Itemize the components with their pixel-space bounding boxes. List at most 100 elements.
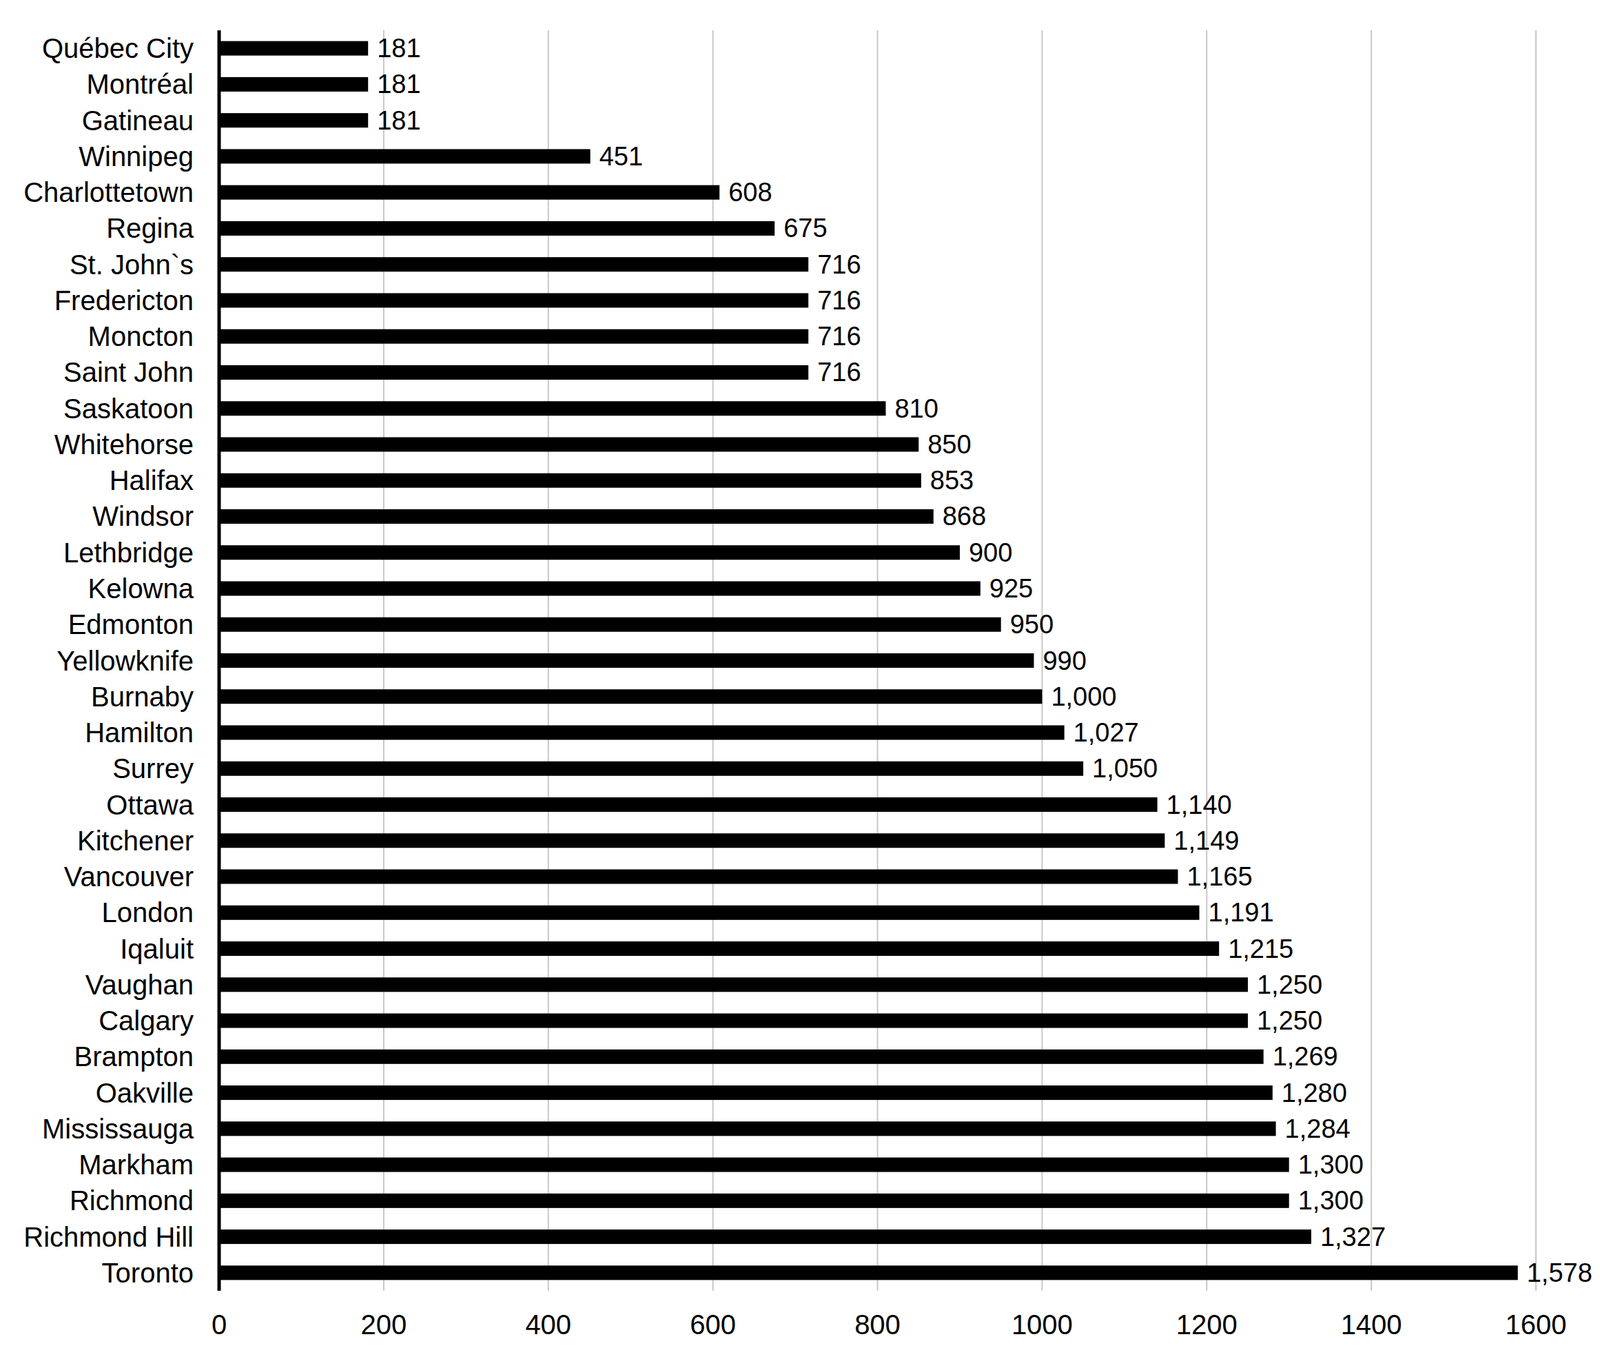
data-label: 716 — [817, 285, 861, 315]
category-label: Lethbridge — [63, 537, 194, 568]
data-label: 1,000 — [1050, 682, 1117, 712]
tick-label: 1000 — [1011, 1309, 1073, 1340]
category-label: Hamilton — [84, 717, 194, 748]
category-label: Montréal — [86, 68, 194, 100]
bar — [219, 941, 1219, 956]
tick-label: 0 — [211, 1309, 227, 1340]
category-label: Kitchener — [77, 825, 194, 856]
category-label: Yellowknife — [56, 645, 194, 676]
category-label: Ottawa — [106, 789, 194, 820]
data-label: 853 — [930, 465, 974, 495]
grid-line — [1205, 30, 1208, 1291]
bar — [219, 113, 368, 128]
bars — [219, 41, 1519, 1281]
data-label: 716 — [817, 250, 861, 280]
bar — [219, 1121, 1277, 1136]
bar — [219, 580, 981, 596]
category-label: Windsor — [92, 500, 194, 532]
category-label: Regina — [106, 212, 195, 244]
grid-line — [1535, 30, 1537, 1291]
data-label: 451 — [599, 141, 643, 171]
bar — [219, 509, 934, 524]
bar — [219, 869, 1178, 885]
data-label: 1,215 — [1227, 934, 1294, 964]
tick-label: 1600 — [1505, 1309, 1567, 1340]
bar — [219, 436, 919, 452]
bar — [219, 221, 775, 236]
tick-label: 800 — [854, 1309, 901, 1340]
category-label: Iqaluit — [119, 933, 194, 964]
category-label: Oakville — [95, 1077, 194, 1109]
data-label: 675 — [783, 213, 827, 243]
bar — [219, 1229, 1312, 1244]
bar — [219, 1085, 1273, 1100]
bar — [219, 365, 809, 380]
bar — [219, 761, 1084, 776]
category-label: Charlottetown — [23, 177, 194, 208]
data-label: 1,578 — [1526, 1258, 1593, 1288]
bar — [219, 653, 1034, 668]
data-label: 1,327 — [1320, 1222, 1386, 1252]
category-label: Fredericton — [54, 285, 194, 316]
data-label: 1,269 — [1272, 1041, 1339, 1071]
category-label: Saint John — [63, 356, 194, 388]
data-label: 925 — [989, 573, 1033, 603]
bar — [219, 545, 960, 560]
data-label: 850 — [927, 429, 971, 459]
chart: 0 200 400 600 800 1000 1200 1400 1600 Québec City… — [0, 0, 1600, 1359]
category-label: Kelowna — [88, 573, 195, 604]
bar — [219, 1013, 1248, 1029]
category-label: Vancouver — [64, 861, 194, 892]
category-label: Calgary — [98, 1005, 194, 1036]
bar — [219, 257, 809, 272]
bar — [219, 833, 1165, 848]
category-label: Winnipeg — [78, 141, 194, 172]
category-label: Saskatoon — [63, 393, 194, 424]
bar — [219, 689, 1042, 704]
bar — [219, 185, 720, 200]
bar — [219, 617, 1002, 632]
data-label: 1,250 — [1256, 970, 1323, 1000]
category-label: Québec City — [42, 33, 194, 64]
category-label: Moncton — [88, 321, 194, 352]
category-label: Richmond — [69, 1185, 194, 1216]
bar — [219, 1193, 1290, 1208]
category-label: Surrey — [112, 753, 194, 784]
category-label: Markham — [78, 1149, 194, 1180]
category-label: Vaughan — [85, 969, 194, 1000]
data-label: 1,050 — [1092, 753, 1158, 783]
category-label: Toronto — [101, 1257, 194, 1288]
tick-label: 1400 — [1340, 1309, 1403, 1340]
data-label: 181 — [376, 106, 421, 136]
tick-label: 400 — [525, 1309, 572, 1340]
data-label: 1,140 — [1166, 790, 1233, 820]
category-label: Mississauga — [42, 1113, 195, 1144]
tick-label: 600 — [689, 1309, 736, 1340]
axis-line — [217, 30, 222, 1291]
data-label: 868 — [942, 501, 987, 531]
data-label: 1,280 — [1281, 1078, 1348, 1108]
bar — [219, 77, 368, 92]
category-label: Edmonton — [68, 609, 194, 640]
category-label: Whitehorse — [54, 429, 194, 460]
bar — [219, 473, 922, 488]
bar — [219, 401, 886, 416]
data-label: 181 — [376, 33, 421, 63]
category-label: London — [101, 897, 194, 928]
data-label: 1,300 — [1298, 1150, 1364, 1179]
data-label: 990 — [1042, 646, 1086, 676]
grid-line — [1370, 30, 1372, 1291]
bar — [219, 41, 368, 56]
tick-label: 1200 — [1176, 1309, 1238, 1340]
data-label: 181 — [376, 69, 421, 99]
tick-label: 200 — [361, 1309, 408, 1340]
bar — [219, 797, 1158, 812]
bar — [219, 292, 809, 308]
data-label: 1,027 — [1073, 718, 1140, 747]
bar — [219, 977, 1248, 992]
bar — [219, 905, 1200, 920]
category-label: Richmond Hill — [23, 1221, 194, 1253]
data-label: 1,250 — [1256, 1006, 1323, 1035]
category-label: Halifax — [109, 465, 194, 496]
category-label: Brampton — [74, 1041, 194, 1072]
